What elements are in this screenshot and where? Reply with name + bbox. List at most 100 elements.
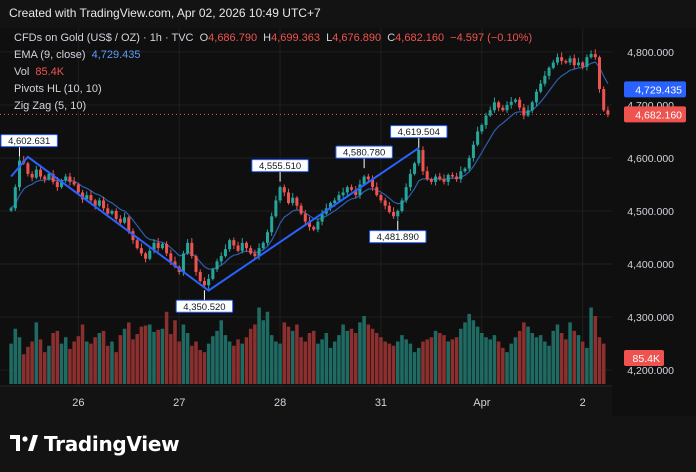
volume-bar — [164, 311, 169, 384]
candle-body — [211, 269, 215, 279]
volume-bar — [240, 343, 245, 384]
volume-bar — [185, 333, 190, 384]
candle-body — [404, 187, 408, 201]
candle — [186, 239, 190, 256]
volume-bar — [299, 337, 303, 384]
x-tick-label: 2 — [580, 397, 586, 409]
volume-bar — [84, 341, 89, 384]
price-tags: 4,729.435 4,682.160 85.4K — [624, 81, 686, 366]
candle-body — [291, 197, 295, 204]
legend-pivots-row[interactable]: Pivots HL (10, 10) — [14, 81, 532, 98]
volume-bar — [9, 343, 13, 384]
candle — [144, 251, 148, 263]
candle — [64, 173, 68, 183]
candle-body — [371, 179, 375, 188]
candle — [459, 166, 463, 183]
volume-bar — [169, 334, 173, 384]
candle — [236, 241, 240, 253]
candle — [522, 103, 526, 120]
candle — [211, 267, 215, 281]
candle-body — [152, 242, 156, 251]
legend-zigzag-row[interactable]: Zig Zag (5, 10) — [14, 98, 532, 115]
candle-body — [9, 208, 13, 211]
candle-body — [366, 176, 370, 180]
candle-body — [47, 173, 51, 180]
candle-body — [286, 192, 290, 204]
last-price-tag: 4,682.160 — [624, 106, 686, 123]
volume-bar — [38, 339, 43, 384]
candle-body — [534, 91, 538, 103]
volume-bar — [177, 341, 181, 384]
low-value: 4,676.890 — [332, 32, 382, 44]
high-label: H — [263, 32, 272, 44]
tradingview-logo[interactable]: TradingView — [10, 432, 180, 456]
candle-body — [392, 212, 396, 217]
pivot-labels: 4,602.631 4,350.520 4,555.510 4,580.780 4,48… — [0, 125, 448, 313]
x-tick-label: 27 — [173, 397, 185, 409]
candle — [278, 185, 282, 204]
volume-bar — [97, 333, 102, 384]
symbol-name[interactable]: CFDs on Gold (US$ / OZ) · 1h · TVC — [14, 32, 194, 44]
volume-bar — [564, 339, 568, 384]
volume-bar — [80, 324, 85, 384]
volume-bar — [265, 311, 270, 384]
candle — [551, 59, 555, 70]
price-axis: 4,800.0004,700.0004,600.0004,500.0004,40… — [627, 47, 674, 377]
candle-body — [257, 248, 261, 257]
volume-bar — [467, 313, 471, 384]
candle — [429, 177, 433, 185]
candle-body — [303, 213, 307, 222]
volume-bar — [21, 354, 26, 384]
candle — [345, 185, 349, 197]
volume-bar — [248, 328, 253, 384]
candle-body — [572, 58, 576, 66]
volume-bar — [454, 337, 459, 384]
candle-body — [194, 256, 198, 272]
candle — [265, 229, 269, 246]
candle-body — [539, 83, 543, 92]
volume-bar — [307, 333, 312, 384]
legend-ohlc-row: CFDs on Gold (US$ / OZ) · 1h · TVC O4,68… — [14, 30, 532, 47]
candle-body — [551, 62, 555, 68]
candle-body — [379, 195, 383, 201]
volume-bar — [400, 335, 404, 384]
legend-vol-row[interactable]: Vol 85.4K — [14, 64, 532, 81]
vol-value: 85.4K — [35, 66, 65, 78]
candle-body — [51, 173, 55, 182]
candle — [123, 212, 127, 225]
candle-body — [543, 75, 547, 84]
volume-bar — [580, 341, 585, 384]
candle — [585, 54, 589, 71]
candle — [543, 71, 547, 87]
time-axis: 26 27 28 31 Apr 2 — [0, 385, 612, 416]
candle-body — [215, 261, 219, 270]
candle — [446, 173, 450, 186]
candle — [593, 49, 597, 60]
volume-bar — [127, 322, 131, 384]
volume-bar — [286, 326, 291, 384]
candle-body — [244, 242, 248, 249]
chart-area[interactable]: 4,602.631 4,350.520 4,555.510 4,580.780 4,48… — [0, 28, 696, 416]
pivot-label-low: 4,481.890 — [369, 220, 427, 244]
candle-body — [307, 221, 312, 227]
candle — [219, 252, 223, 266]
candle — [413, 161, 417, 176]
candle-body — [13, 187, 17, 209]
volume-bar — [324, 333, 329, 384]
volume-bar — [148, 324, 152, 384]
volume-bar — [589, 307, 593, 384]
volume-bar — [118, 335, 123, 384]
high-value: 4,699.363 — [271, 32, 321, 44]
candle — [291, 192, 295, 206]
volume-bar — [555, 324, 560, 384]
candle — [392, 207, 396, 219]
candle-body — [396, 211, 400, 217]
candle-body — [89, 195, 93, 201]
legend-ema-row[interactable]: EMA (9, close) 4,729.435 — [14, 47, 532, 64]
volume-bar — [269, 335, 274, 384]
candle-body — [30, 173, 34, 178]
candle — [156, 238, 160, 252]
chart-svg[interactable]: 4,602.631 4,350.520 4,555.510 4,580.780 4,48… — [0, 28, 696, 416]
change-value: −4.597 (−0.10%) — [450, 32, 533, 44]
candle-body — [139, 248, 143, 254]
